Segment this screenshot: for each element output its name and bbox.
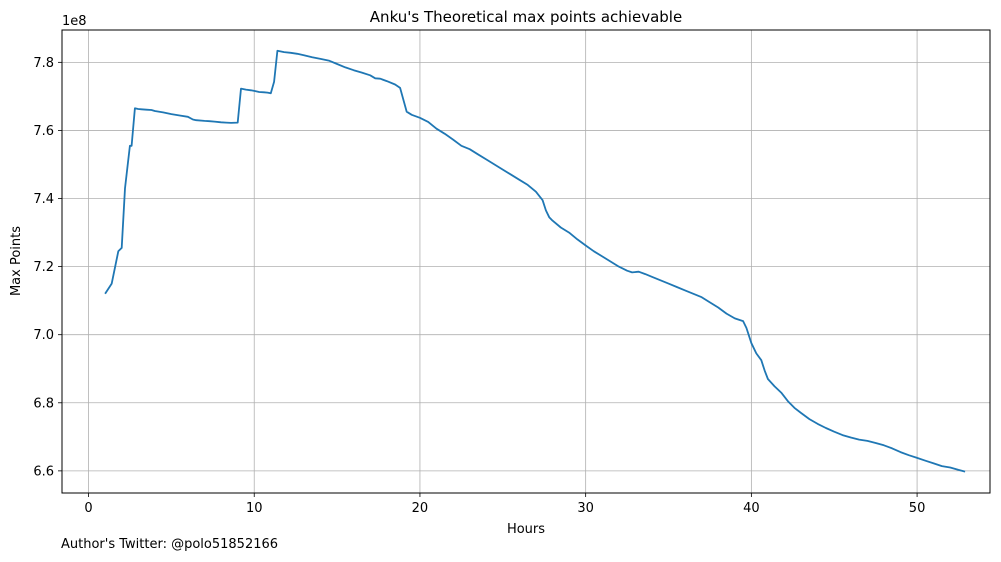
y-offset-label: 1e8 [62, 14, 87, 29]
chart-title: Anku's Theoretical max points achievable [370, 8, 682, 26]
ticks: 0 10 20 30 40 50 6.6 6.8 7.0 7.2 7.4 7.6 7.8 [33, 56, 925, 516]
y-tick-label: 6.8 [33, 396, 54, 411]
x-tick-label: 30 [577, 501, 594, 516]
y-tick-label: 7.4 [33, 192, 54, 207]
plot-frame [61, 29, 991, 494]
y-tick-label: 7.0 [33, 328, 54, 343]
y-tick-label: 7.6 [33, 124, 54, 139]
x-axis-label: Hours [507, 522, 545, 537]
x-tick-label: 40 [743, 501, 760, 516]
series-line-max-points [104, 49, 966, 473]
plot-background [62, 30, 990, 493]
x-tick-label: 0 [84, 501, 92, 516]
x-tick-label: 50 [909, 501, 926, 516]
y-tick-label: 6.6 [33, 464, 54, 479]
y-tick-label: 7.8 [33, 56, 54, 71]
x-tick-label: 10 [246, 501, 263, 516]
y-axis-label: Max Points [9, 226, 24, 296]
y-tick-label: 7.2 [33, 260, 54, 275]
x-tick-label: 20 [412, 501, 429, 516]
author-caption: Author's Twitter: @polo51852166 [61, 537, 279, 552]
grid [62, 30, 990, 493]
